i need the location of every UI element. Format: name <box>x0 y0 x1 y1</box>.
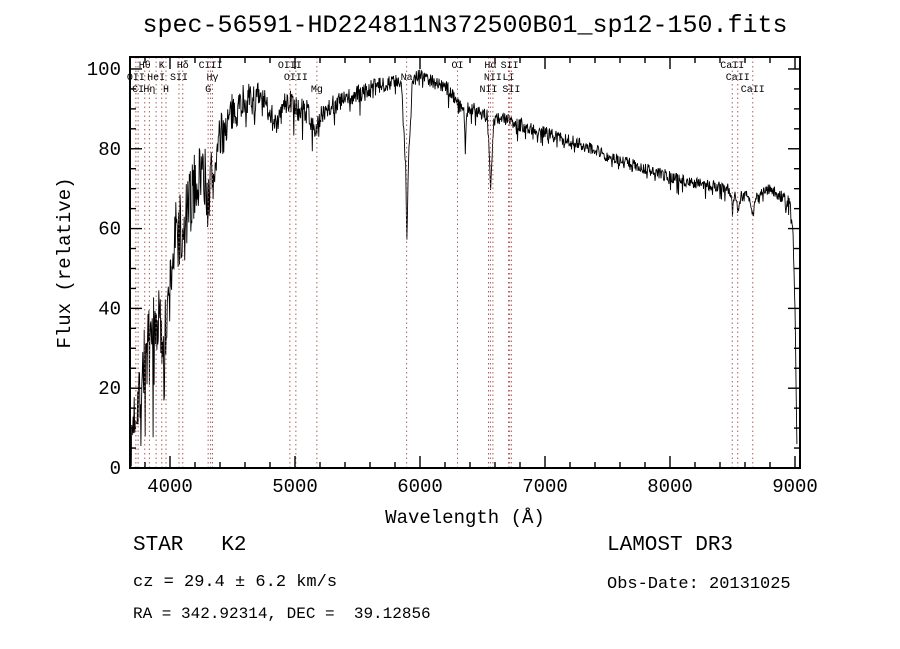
x-tick-label: 5000 <box>272 476 318 498</box>
spectral-line-label: H <box>163 85 169 96</box>
x-tick-label: 9000 <box>772 476 818 498</box>
spectral-line-label: Na <box>401 73 413 84</box>
spectral-line-label: HeI <box>147 73 165 84</box>
spectral-line-label: CaII <box>720 61 744 72</box>
spectrum-line <box>130 69 798 467</box>
spectral-line-label: CI <box>132 85 144 96</box>
spectral-line-label: Hη <box>143 85 155 96</box>
x-axis-label: Wavelength (Å) <box>385 507 545 529</box>
y-tick-label: 20 <box>98 378 121 400</box>
spectral-line-label: SII <box>501 61 519 72</box>
spectral-line-label: Mg <box>311 85 323 96</box>
spectral-line-label: NII <box>484 73 502 84</box>
y-tick-label: 0 <box>110 458 121 480</box>
cz-value: cz = 29.4 ± 6.2 km/s <box>133 573 338 592</box>
survey-label: LAMOST DR3 <box>607 534 734 557</box>
spectral-line-label: OIII <box>278 61 302 72</box>
y-tick-label: 80 <box>98 139 121 161</box>
spectral-line-label: SII <box>170 73 188 84</box>
spectral-line-label: CIII <box>199 61 223 72</box>
x-tick-label: 6000 <box>397 476 443 498</box>
spectral-line-label: K <box>159 61 165 72</box>
x-tick-label: 7000 <box>522 476 568 498</box>
spectral-line-label: SII <box>502 85 520 96</box>
plot-title: spec-56591-HD224811N372500B01_sp12-150.f… <box>142 11 787 40</box>
spectral-line-label: Hγ <box>206 73 218 84</box>
y-tick-label: 40 <box>98 298 121 320</box>
spectral-line-label: CaII <box>741 85 765 96</box>
x-tick-label: 4000 <box>147 476 193 498</box>
obs-date: Obs-Date: 20131025 <box>607 575 791 594</box>
plot-frame <box>129 56 801 469</box>
x-tick-label: 8000 <box>647 476 693 498</box>
spectral-line-label: Hδ <box>177 60 189 72</box>
y-tick-label: 100 <box>87 59 121 81</box>
spectral-line-label: OI <box>451 61 463 72</box>
y-tick-label: 60 <box>98 219 121 241</box>
spectral-line-label: G <box>205 85 211 96</box>
spectral-line-label: NII <box>479 85 497 96</box>
ra-dec-value: RA = 342.92314, DEC = 39.12856 <box>133 605 431 623</box>
classification-label: STAR K2 <box>133 534 247 557</box>
spectral-line-label: OII <box>127 73 145 84</box>
spectral-line-label: CaII <box>726 73 750 84</box>
spectral-line-label: OIII <box>284 73 308 84</box>
spectral-line-label: Hα <box>484 61 496 72</box>
y-axis-label: Flux (relative) <box>54 177 76 348</box>
spectral-line-label: LI <box>502 73 514 84</box>
